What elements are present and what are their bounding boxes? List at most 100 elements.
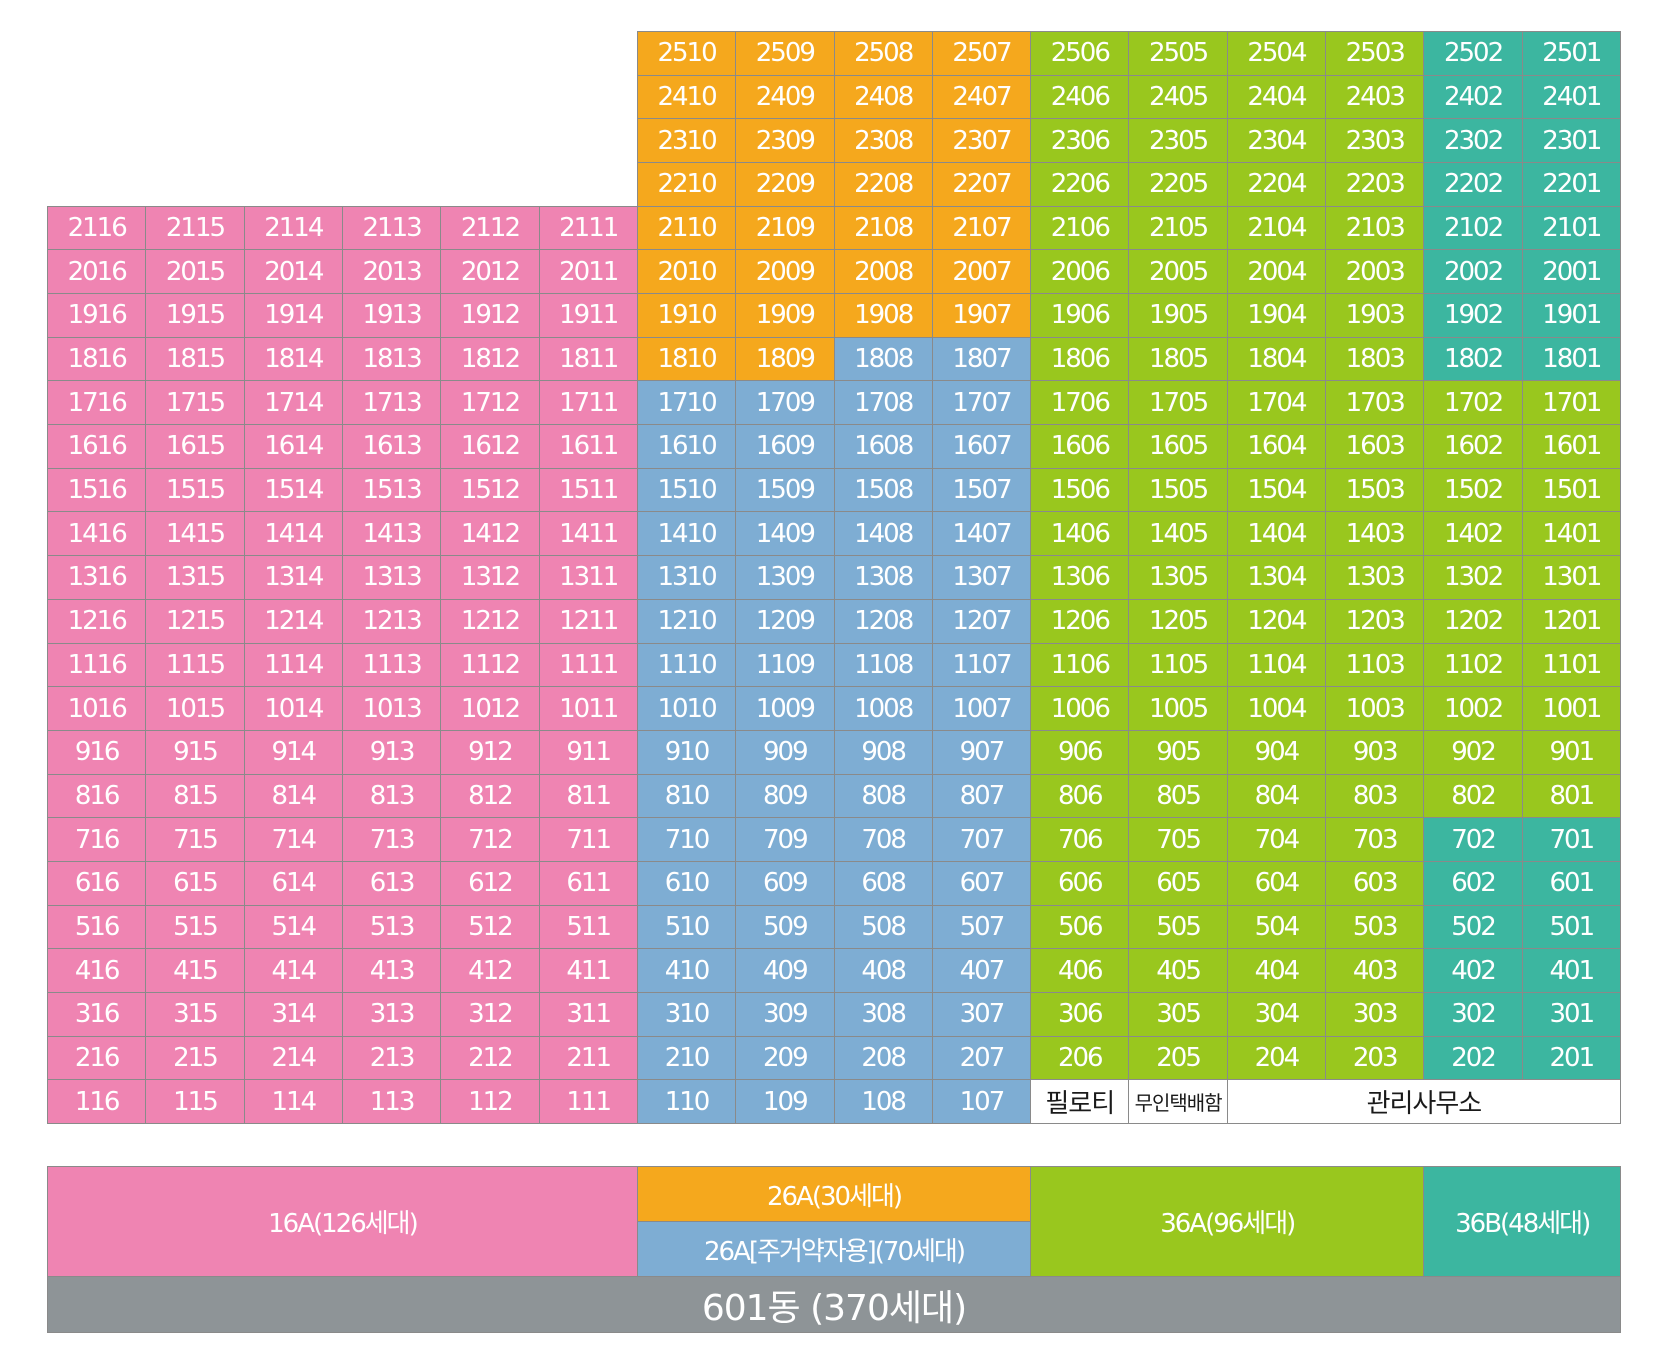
unit-cell: 905 bbox=[1128, 729, 1228, 775]
unit-cell: 1107 bbox=[931, 642, 1032, 688]
unit-cell: 1909 bbox=[735, 293, 835, 338]
unit-cell: 406 bbox=[1030, 948, 1130, 993]
unit-cell: 1211 bbox=[538, 598, 638, 644]
unit-cell: 2408 bbox=[833, 74, 933, 120]
unit-cell: 1610 bbox=[636, 424, 737, 469]
unit-cell: 1208 bbox=[833, 598, 933, 644]
unit-cell: 2015 bbox=[145, 249, 245, 295]
unit-cell: 812 bbox=[440, 773, 540, 819]
unit-cell: 816 bbox=[47, 773, 147, 819]
unit-cell: 1416 bbox=[47, 511, 147, 557]
unit-cell: 1116 bbox=[47, 642, 147, 688]
unit-cell: 1614 bbox=[243, 424, 343, 469]
unit-cell: 2505 bbox=[1128, 31, 1228, 76]
unit-cell: 2304 bbox=[1226, 118, 1327, 164]
unit-cell: 715 bbox=[145, 817, 245, 862]
unit-cell: 1413 bbox=[341, 511, 442, 557]
unit-cell: 301 bbox=[1521, 991, 1621, 1037]
unit-cell: 2410 bbox=[636, 74, 737, 120]
unit-cell: 216 bbox=[47, 1035, 147, 1081]
unit-cell: 2107 bbox=[931, 205, 1032, 251]
unit-cell: 1402 bbox=[1423, 511, 1523, 557]
unit-cell: 1306 bbox=[1030, 555, 1130, 600]
unit-cell: 813 bbox=[341, 773, 442, 819]
unit-cell: 1810 bbox=[636, 336, 737, 382]
unit-cell: 1705 bbox=[1128, 380, 1228, 426]
unit-cell: 207 bbox=[931, 1035, 1032, 1081]
unit-cell: 906 bbox=[1030, 729, 1130, 775]
unit-cell: 2002 bbox=[1423, 249, 1523, 295]
unit-cell: 2010 bbox=[636, 249, 737, 295]
unit-cell: 1015 bbox=[145, 686, 245, 731]
unit-cell: 2009 bbox=[735, 249, 835, 295]
unit-cell: 1203 bbox=[1325, 598, 1425, 644]
unit-cell: 308 bbox=[833, 991, 933, 1037]
unit-cell: 613 bbox=[341, 860, 442, 906]
unit-cell: 2203 bbox=[1325, 162, 1425, 207]
unit-cell: 1008 bbox=[833, 686, 933, 731]
unit-cell: 1101 bbox=[1521, 642, 1621, 688]
unit-cell: 1704 bbox=[1226, 380, 1327, 426]
unit-cell: 1012 bbox=[440, 686, 540, 731]
unit-cell: 403 bbox=[1325, 948, 1425, 993]
unit-cell: 1812 bbox=[440, 336, 540, 382]
unit-cell: 804 bbox=[1226, 773, 1327, 819]
legend-36b: 36B(48세대) bbox=[1423, 1166, 1621, 1277]
unit-cell: 612 bbox=[440, 860, 540, 906]
unit-cell: 1815 bbox=[145, 336, 245, 382]
unit-cell: 2115 bbox=[145, 205, 245, 251]
unit-cell: 909 bbox=[735, 729, 835, 775]
unit-cell: 405 bbox=[1128, 948, 1228, 993]
unit-cell: 810 bbox=[636, 773, 737, 819]
unit-cell: 914 bbox=[243, 729, 343, 775]
unit-cell: 1710 bbox=[636, 380, 737, 426]
unit-cell: 504 bbox=[1226, 904, 1327, 950]
unit-cell: 711 bbox=[538, 817, 638, 862]
unit-cell: 614 bbox=[243, 860, 343, 906]
unit-cell: 2301 bbox=[1521, 118, 1621, 164]
unit-cell: 511 bbox=[538, 904, 638, 950]
unit-cell: 2308 bbox=[833, 118, 933, 164]
unit-cell: 1005 bbox=[1128, 686, 1228, 731]
unit-cell: 1707 bbox=[931, 380, 1032, 426]
unit-cell: 411 bbox=[538, 948, 638, 993]
unit-cell: 2004 bbox=[1226, 249, 1327, 295]
parcel-box-cell: 무인택배함 bbox=[1128, 1079, 1228, 1124]
unit-cell: 1902 bbox=[1423, 293, 1523, 338]
unit-cell: 2113 bbox=[341, 205, 442, 251]
unit-cell: 606 bbox=[1030, 860, 1130, 906]
unit-cell: 2207 bbox=[931, 162, 1032, 207]
unit-cell: 915 bbox=[145, 729, 245, 775]
unit-cell: 615 bbox=[145, 860, 245, 906]
unit-cell: 109 bbox=[735, 1079, 835, 1124]
legend-26a: 26A(30세대) bbox=[636, 1166, 1032, 1222]
unit-cell: 916 bbox=[47, 729, 147, 775]
unit-cell: 509 bbox=[735, 904, 835, 950]
unit-cell: 2011 bbox=[538, 249, 638, 295]
unit-cell: 2401 bbox=[1521, 74, 1621, 120]
unit-cell: 2506 bbox=[1030, 31, 1130, 76]
management-office-cell: 관리사무소 bbox=[1226, 1079, 1621, 1124]
unit-cell: 903 bbox=[1325, 729, 1425, 775]
unit-cell: 811 bbox=[538, 773, 638, 819]
unit-cell: 1806 bbox=[1030, 336, 1130, 382]
unit-cell: 603 bbox=[1325, 860, 1425, 906]
unit-cell: 2402 bbox=[1423, 74, 1523, 120]
unit-cell: 1206 bbox=[1030, 598, 1130, 644]
unit-cell: 209 bbox=[735, 1035, 835, 1081]
unit-cell: 601 bbox=[1521, 860, 1621, 906]
unit-cell: 2405 bbox=[1128, 74, 1228, 120]
unit-cell: 716 bbox=[47, 817, 147, 862]
unit-cell: 407 bbox=[931, 948, 1032, 993]
unit-cell: 2201 bbox=[1521, 162, 1621, 207]
unit-cell: 502 bbox=[1423, 904, 1523, 950]
unit-cell: 1706 bbox=[1030, 380, 1130, 426]
unit-cell: 414 bbox=[243, 948, 343, 993]
unit-cell: 1905 bbox=[1128, 293, 1228, 338]
unit-cell: 313 bbox=[341, 991, 442, 1037]
unit-cell: 201 bbox=[1521, 1035, 1621, 1081]
unit-cell: 1010 bbox=[636, 686, 737, 731]
unit-cell: 1302 bbox=[1423, 555, 1523, 600]
unit-cell: 806 bbox=[1030, 773, 1130, 819]
unit-cell: 910 bbox=[636, 729, 737, 775]
